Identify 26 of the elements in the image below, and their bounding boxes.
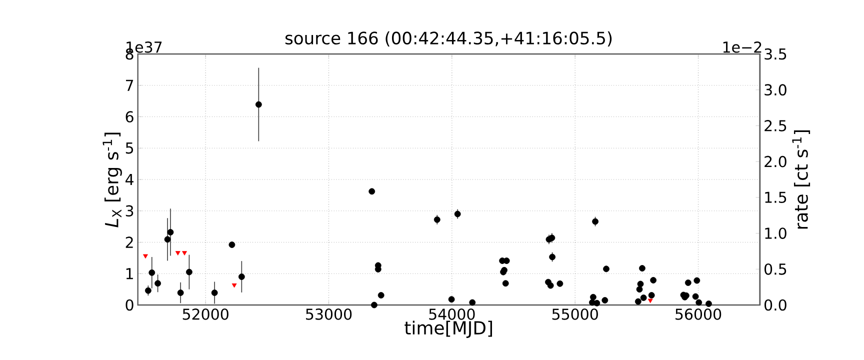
y-tick-label: 1 bbox=[126, 268, 133, 280]
y2-tick-label: 0.0 bbox=[764, 299, 786, 311]
y2-tick-label: 0.5 bbox=[764, 263, 786, 275]
y2-axis-title: rate [ct s$^{-1}$] bbox=[792, 130, 810, 229]
x-axis-title: time[MJD] bbox=[404, 320, 492, 338]
x-tick-label: 56000 bbox=[676, 308, 722, 320]
y-tick-label: 7 bbox=[126, 80, 134, 91]
y2-tick-label: 2.0 bbox=[764, 156, 786, 168]
y2-tick-label: 2.5 bbox=[764, 120, 786, 132]
y-tick-label: 4 bbox=[126, 174, 134, 185]
text: 1e−2 bbox=[723, 41, 762, 53]
y-tick-label: 3 bbox=[126, 205, 134, 217]
y-tick-label: 6 bbox=[126, 111, 134, 122]
y-tick-label: 0 bbox=[126, 299, 134, 311]
y2-tick-label: 1.5 bbox=[765, 192, 786, 204]
y-axis-title: L$_{X}$ [erg s$^{-1}$] bbox=[102, 132, 122, 228]
x-tick-label: 53000 bbox=[306, 308, 352, 320]
x-tick-label: 54000 bbox=[429, 308, 475, 320]
y-tick-label: 2 bbox=[126, 236, 133, 248]
y2-tick-label: 3.0 bbox=[764, 84, 786, 96]
x-tick-label: 52000 bbox=[182, 308, 228, 320]
chart-title: source 166 (00:42:44.35,+41:16:05.5) bbox=[285, 31, 612, 46]
y2-tick-label: 1.0 bbox=[765, 228, 786, 239]
y2-tick-label: 3.5 bbox=[764, 48, 786, 60]
x-tick-label: 55000 bbox=[552, 308, 598, 320]
y-tick-label: 5 bbox=[126, 142, 134, 154]
